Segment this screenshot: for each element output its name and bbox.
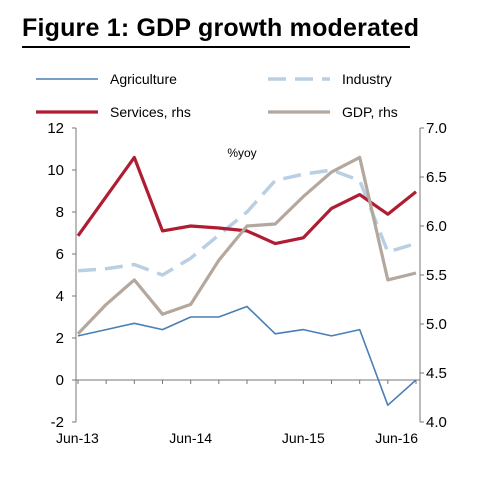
legend-label-industry: Industry bbox=[342, 71, 392, 87]
right-tick-label: 7.0 bbox=[426, 120, 447, 137]
series-line-services-rhs bbox=[76, 155, 417, 246]
left-tick-label: 10 bbox=[47, 162, 64, 179]
left-tick-label: 6 bbox=[56, 246, 64, 263]
chart-series bbox=[76, 155, 417, 407]
unit-label: %yoy bbox=[227, 146, 256, 160]
figure-title: Figure 1: GDP growth moderated bbox=[22, 14, 420, 42]
series-line-industry bbox=[77, 168, 417, 277]
x-tick-label: Jun-13 bbox=[56, 430, 99, 446]
x-tick-label: Jun-14 bbox=[169, 430, 212, 446]
chart-axes: 12 10 8 6 4 2 0 -2 7.0 6.5 6.0 5.5 5.0 4.5 4.0 Jun-13 Ju… bbox=[47, 120, 447, 446]
legend-label-gdp-rhs: GDP, rhs bbox=[342, 104, 398, 120]
right-tick-label: 4.5 bbox=[426, 365, 447, 382]
title-underline bbox=[22, 46, 410, 48]
left-tick-label: -2 bbox=[51, 414, 64, 431]
right-tick-label: 6.0 bbox=[426, 218, 447, 235]
right-tick-label: 5.0 bbox=[426, 316, 447, 333]
left-tick-label: 8 bbox=[56, 204, 64, 221]
legend: Agriculture Industry Services, rhs GDP, rhs bbox=[36, 71, 398, 120]
right-tick-label: 5.5 bbox=[426, 267, 447, 284]
left-tick-label: 2 bbox=[56, 330, 64, 347]
series-line-gdp-rhs bbox=[76, 155, 417, 335]
left-tick-label: 0 bbox=[56, 372, 64, 389]
left-tick-label: 4 bbox=[56, 288, 64, 305]
legend-label-agriculture: Agriculture bbox=[110, 71, 177, 87]
x-tick-label: Jun-16 bbox=[375, 430, 418, 446]
x-tick-label: Jun-15 bbox=[282, 430, 325, 446]
legend-label-services-rhs: Services, rhs bbox=[110, 104, 191, 120]
right-tick-label: 4.0 bbox=[426, 414, 447, 431]
series-line-agriculture bbox=[77, 305, 417, 407]
left-tick-label: 12 bbox=[47, 120, 64, 137]
right-tick-label: 6.5 bbox=[426, 169, 447, 186]
